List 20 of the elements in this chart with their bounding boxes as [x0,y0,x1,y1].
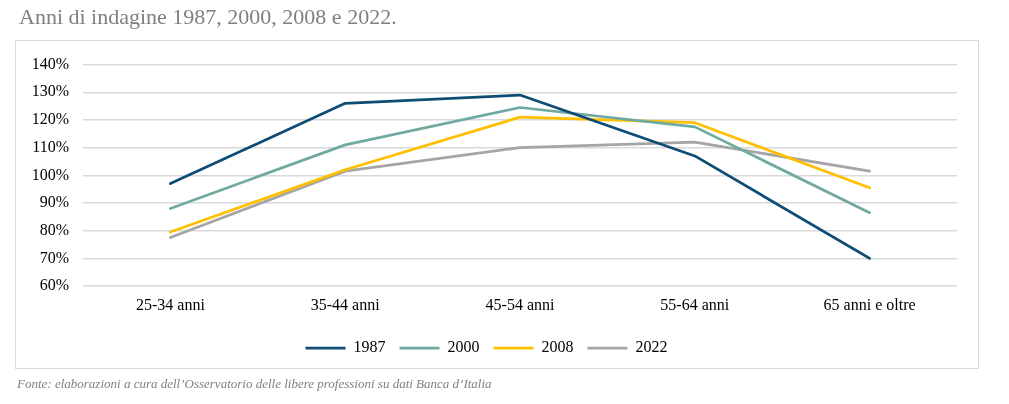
x-tick-label: 45-54 anni [485,295,555,313]
x-tick-label: 25-34 anni [135,295,206,313]
legend-label: 1987 [353,338,386,356]
x-tick-label: 55-64 anni [660,295,730,313]
y-tick-label: 130% [31,82,69,100]
legend-label: 2022 [635,338,668,356]
y-tick-label: 70% [39,248,69,266]
y-tick-label: 140% [31,54,69,72]
x-tick-label: 65 anni e oltre [823,295,916,313]
y-tick-label: 100% [31,165,69,183]
y-tick-label: 80% [39,220,69,238]
y-tick-label: 120% [31,110,69,128]
y-tick-label: 90% [39,193,69,211]
chart-title: Anni di indagine 1987, 2000, 2008 e 2022. [19,4,397,30]
x-tick-label: 35-44 anni [310,295,381,313]
y-tick-label: 110% [32,137,69,155]
source-note: Fonte: elaborazioni a cura dell’Osservatorio delle libere professioni su dati Banca d’Italia [17,376,492,392]
legend-label: 2000 [447,338,480,356]
y-tick-label: 60% [39,276,69,294]
legend-label: 2008 [541,338,574,356]
